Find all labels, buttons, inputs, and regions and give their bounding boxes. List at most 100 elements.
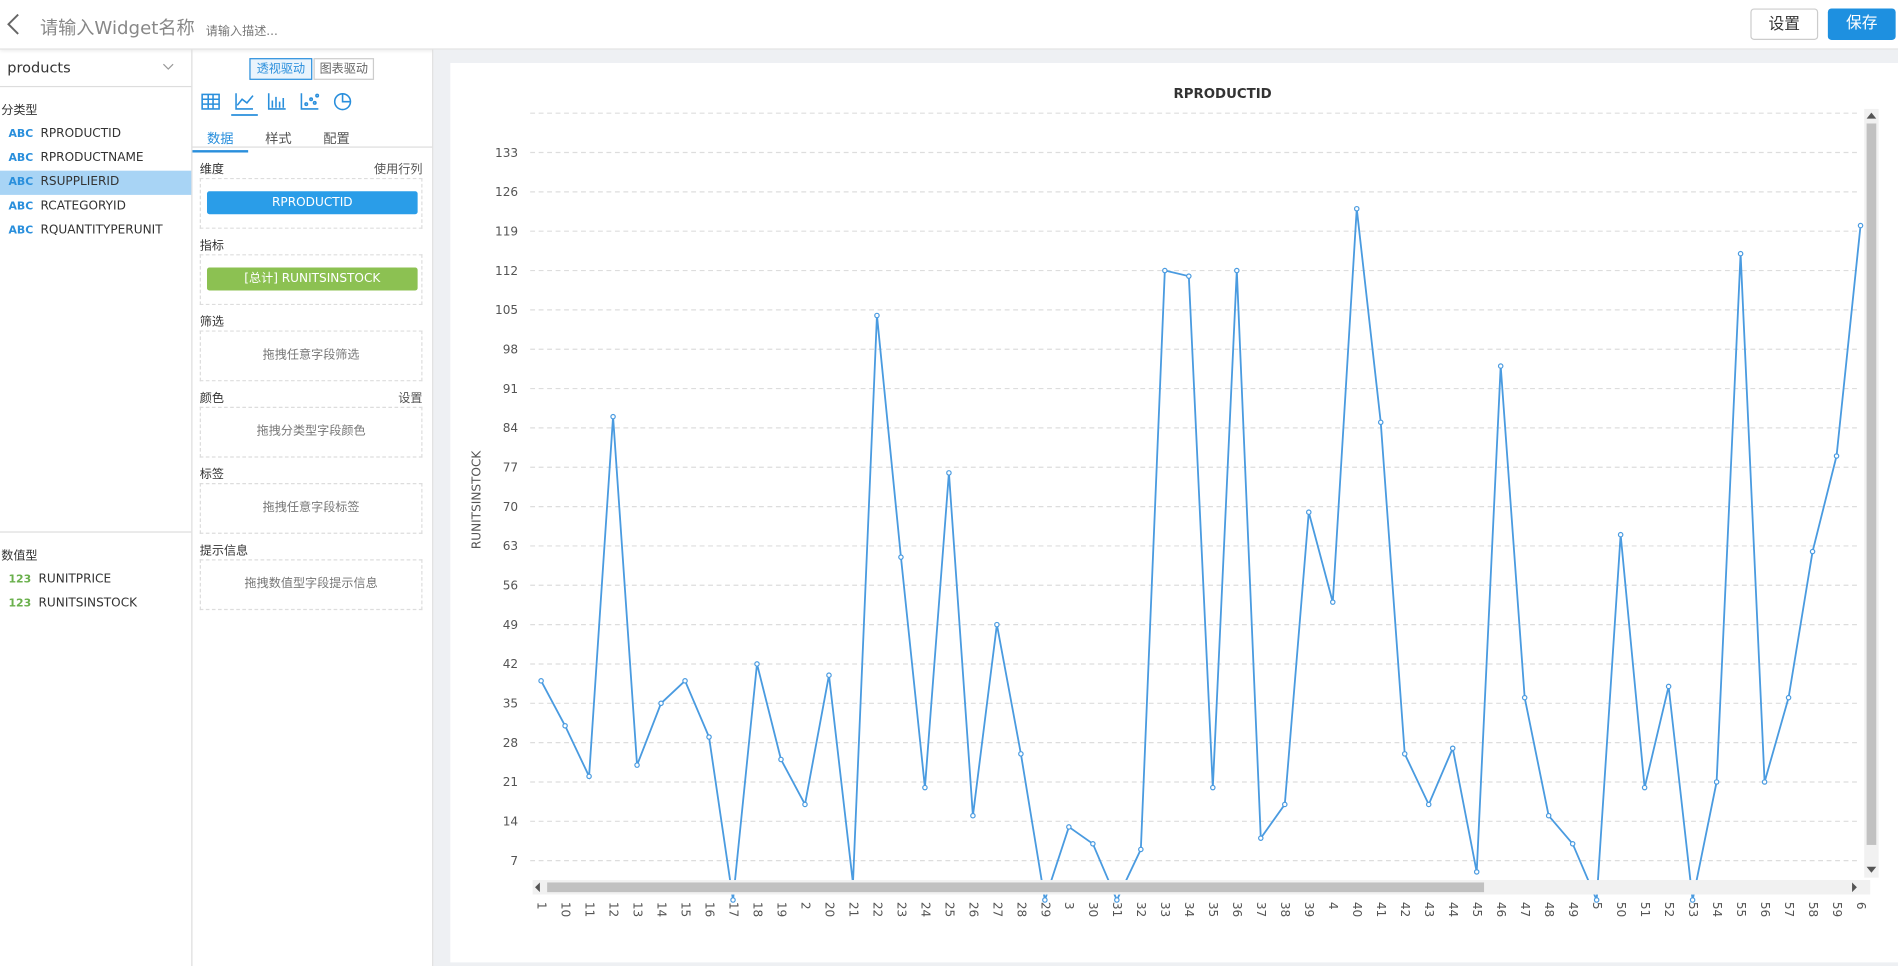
data-point bbox=[706, 734, 712, 740]
x-tick-label: 12 bbox=[606, 902, 620, 917]
mode-tab[interactable]: 图表驱动 bbox=[313, 58, 375, 80]
x-tick-label: 34 bbox=[1182, 902, 1196, 918]
drop-zone[interactable]: 拖拽任意字段筛选 bbox=[199, 330, 423, 382]
x-tick-label: 54 bbox=[1710, 902, 1724, 918]
drop-zone[interactable]: [总计] RUNITSINSTOCK bbox=[199, 254, 423, 306]
field-pill[interactable]: [总计] RUNITSINSTOCK bbox=[206, 267, 418, 291]
type-badge: 123 bbox=[8, 573, 32, 586]
field-name: RQUANTITYPERUNIT bbox=[40, 223, 163, 238]
x-tick-label: 35 bbox=[1206, 902, 1220, 917]
x-tick-label: 44 bbox=[1446, 902, 1460, 918]
x-tick-label: 59 bbox=[1830, 902, 1844, 917]
data-point bbox=[1833, 453, 1840, 459]
section-label: 标签 bbox=[199, 468, 224, 482]
x-tick-label: 6 bbox=[1854, 902, 1868, 910]
chart-type-icons[interactable] bbox=[200, 91, 369, 118]
section-label: 筛选 bbox=[199, 315, 224, 330]
section-action[interactable]: 设置 bbox=[398, 392, 423, 406]
x-tick-label: 2 bbox=[798, 902, 812, 910]
section-label: 颜色 bbox=[199, 392, 224, 406]
placeholder: 拖拽数值型字段提示信息 bbox=[244, 577, 378, 591]
dropdown-icon bbox=[162, 63, 174, 70]
drop-zone[interactable]: 拖拽分类型字段颜色 bbox=[199, 406, 423, 458]
section-label: 维度 bbox=[199, 163, 224, 177]
chart-card bbox=[450, 62, 1898, 963]
data-point bbox=[634, 762, 640, 768]
line-series bbox=[540, 208, 1862, 903]
data-point bbox=[1857, 222, 1864, 229]
drop-zone[interactable]: RPRODUCTID bbox=[199, 177, 423, 229]
data-point bbox=[778, 756, 784, 763]
mode-tab[interactable]: 透视驱动 bbox=[249, 58, 313, 80]
data-point bbox=[562, 722, 568, 729]
x-tick-label: 25 bbox=[942, 902, 956, 917]
data-point bbox=[1521, 694, 1528, 701]
config-tab[interactable]: 样式 bbox=[265, 130, 292, 147]
drop-zone[interactable]: 拖拽任意字段标签 bbox=[199, 482, 423, 534]
config-tab[interactable]: 数据 bbox=[206, 130, 234, 147]
x-tick-label: 27 bbox=[990, 902, 1004, 917]
data-point bbox=[1545, 812, 1552, 819]
data-point bbox=[586, 773, 592, 780]
field-row[interactable]: 123 RUNITSINSTOCK bbox=[0, 592, 191, 616]
x-tick-label: 38 bbox=[1278, 902, 1292, 917]
config-tab[interactable]: 配置 bbox=[323, 130, 350, 147]
data-point bbox=[994, 621, 1000, 628]
section-label: 指标 bbox=[199, 239, 224, 253]
data-point bbox=[1042, 897, 1048, 903]
field-row[interactable]: ABC RQUANTITYPERUNIT bbox=[0, 219, 191, 243]
type-badge: ABC bbox=[8, 176, 34, 189]
field-row[interactable]: ABC RPRODUCTNAME bbox=[0, 146, 191, 170]
x-tick-label: 47 bbox=[1518, 902, 1532, 917]
field-panel: products 分类型 数值型 ABC RPRODUCTID ABC RPRODUC… bbox=[0, 49, 193, 966]
field-row[interactable]: ABC RPRODUCTID bbox=[0, 122, 191, 146]
x-tick-label: 16 bbox=[702, 902, 716, 917]
widget-title[interactable]: 请输入Widget名称 bbox=[39, 16, 195, 39]
y-tick-label: 98 bbox=[503, 342, 518, 356]
data-point bbox=[610, 413, 616, 420]
x-tick-label: 41 bbox=[1374, 902, 1388, 917]
field-row[interactable]: ABC RCATEGORYID bbox=[0, 195, 191, 219]
settings-button[interactable]: 设置 bbox=[1750, 8, 1819, 40]
y-tick-label: 112 bbox=[495, 264, 518, 278]
data-point bbox=[1210, 784, 1216, 791]
x-tick-label: 14 bbox=[654, 902, 668, 918]
x-tick-label: 37 bbox=[1254, 902, 1268, 917]
section-label: 提示信息 bbox=[199, 544, 249, 559]
field-name: RUNITSINSTOCK bbox=[38, 596, 138, 611]
data-point bbox=[1234, 267, 1240, 274]
data-point bbox=[1162, 267, 1168, 274]
data-point bbox=[1018, 751, 1024, 757]
data-point bbox=[754, 661, 760, 667]
category-heading: 分类型 bbox=[1, 104, 38, 118]
placeholder: 拖拽任意字段筛选 bbox=[262, 348, 360, 362]
type-badge: 123 bbox=[8, 597, 32, 611]
placeholder: 拖拽任意字段标签 bbox=[262, 501, 360, 515]
x-tick-label: 15 bbox=[678, 902, 692, 917]
save-button[interactable]: 保存 bbox=[1827, 8, 1896, 40]
field-pill[interactable]: RPRODUCTID bbox=[206, 191, 418, 215]
section-action[interactable]: 使用行列 bbox=[374, 163, 423, 177]
field-row[interactable]: ABC RSUPPLIERID bbox=[0, 170, 192, 195]
y-tick-label: 70 bbox=[503, 500, 518, 514]
data-point bbox=[1689, 897, 1696, 903]
widget-description[interactable]: 请输入描述... bbox=[205, 25, 278, 39]
x-tick-label: 46 bbox=[1494, 902, 1508, 917]
source-select[interactable]: products bbox=[0, 50, 192, 88]
x-tick-label: 42 bbox=[1398, 902, 1412, 917]
back-icon[interactable] bbox=[5, 12, 22, 36]
x-tick-label: 1 bbox=[534, 902, 548, 910]
x-tick-label: 45 bbox=[1470, 902, 1484, 917]
data-point bbox=[1425, 801, 1432, 808]
y-tick-label: 77 bbox=[503, 460, 518, 474]
drop-zone[interactable]: 拖拽数值型字段提示信息 bbox=[199, 559, 423, 611]
tab-divider bbox=[192, 146, 433, 148]
x-tick-label: 23 bbox=[894, 902, 908, 917]
x-tick-label: 40 bbox=[1350, 902, 1364, 917]
field-row[interactable]: 123 RUNITPRICE bbox=[0, 568, 191, 592]
x-tick-label: 19 bbox=[774, 902, 788, 917]
placeholder: 拖拽分类型字段颜色 bbox=[256, 424, 366, 439]
data-point bbox=[1473, 869, 1480, 875]
x-tick-label: 57 bbox=[1782, 902, 1796, 917]
